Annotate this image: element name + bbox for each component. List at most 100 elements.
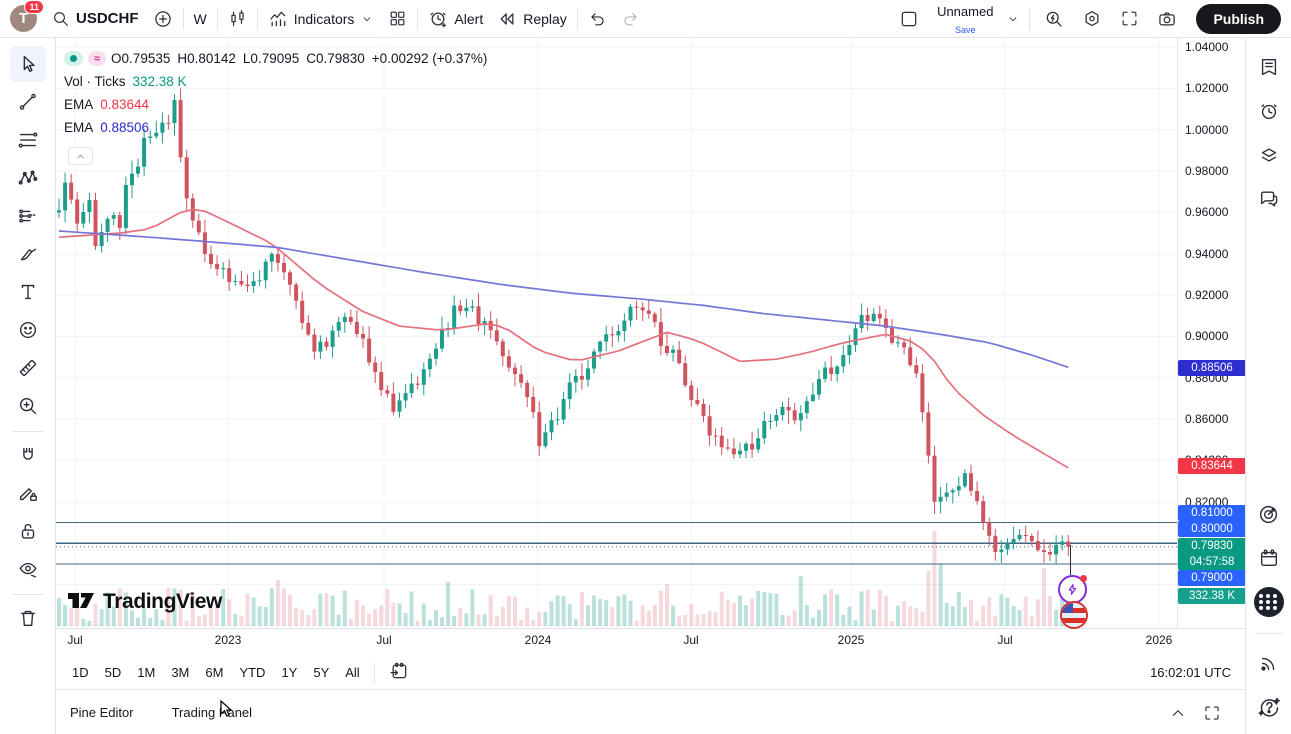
symbol-search-button[interactable]: USDCHF [45,5,146,33]
watchlist-button[interactable] [1252,50,1286,84]
range-button-all[interactable]: All [345,665,360,680]
radar-icon [1259,505,1278,523]
alert-button[interactable]: Alert [421,5,490,33]
layout-menu-chevron[interactable] [1004,5,1022,33]
legend-ema2-row[interactable]: EMA 0.88506 [64,117,494,138]
emoji-icon [19,321,36,339]
layers-icon [1261,148,1276,162]
range-button-1m[interactable]: 1M [137,665,156,680]
help-sparkle-icon [1258,697,1280,717]
apps-grid-icon [1253,587,1284,617]
time-axis[interactable]: Jul 2023 Jul 2024 Jul 2025 Jul 2026 [56,629,1245,653]
time-axis-label: 2025 [837,633,865,647]
time-axis-label: Jul [67,633,83,647]
hide-drawings-tool[interactable] [10,551,46,587]
layout-select-button[interactable] [892,5,926,33]
legend-collapse-button[interactable] [68,147,93,165]
drawing-mode-icon [19,488,37,502]
time-axis-label: Jul [683,633,699,647]
avatar[interactable]: T 11 [10,0,44,32]
broadcast-icon [1260,657,1274,671]
snapshot-button[interactable] [1150,5,1184,33]
help-button[interactable] [1252,690,1286,724]
alert-clock-icon [430,12,447,28]
pine-editor-tab[interactable]: Pine Editor [70,705,134,720]
calendar-button[interactable] [1252,541,1286,575]
remove-drawings-tool[interactable] [10,600,46,636]
drawing-mode-tool[interactable] [10,475,46,511]
chat-icon [1260,191,1277,207]
price-axis-badge: 0.80000 [1178,520,1246,537]
feed-button[interactable] [1252,646,1286,680]
trend-line-tool[interactable] [10,84,46,120]
price-axis-badge: 0.88506 [1178,359,1246,376]
ema1-value: 0.83644 [100,97,150,112]
trading-panel-tab[interactable]: Trading Panel [171,705,253,720]
range-button-ytd[interactable]: YTD [239,665,266,680]
goto-date-button[interactable] [381,657,417,688]
range-button-1y[interactable]: 1Y [281,665,298,680]
tilde-badge-icon: ≈ [88,51,107,66]
range-button-3m[interactable]: 3M [171,665,190,680]
publish-button[interactable]: Publish [1196,3,1281,34]
legend-ema1-row[interactable]: EMA 0.83644 [64,94,494,115]
apps-button[interactable] [1252,585,1286,619]
panel-maximize-icon[interactable] [1203,704,1221,722]
indicators-button[interactable]: Indicators [261,5,382,33]
zoom-in-tool[interactable] [10,388,46,424]
economic-event-button[interactable] [1060,601,1088,629]
emoji-tool[interactable] [10,312,46,348]
cursor-tool[interactable] [9,46,46,82]
cursor-icon [23,55,35,73]
text-tool[interactable] [10,274,46,310]
price-axis-label: 0.96000 [1185,205,1229,219]
replay-button[interactable]: Replay [490,5,574,33]
flag-event-icon [1062,603,1086,627]
save-label: Save [954,24,976,35]
text-icon [21,284,34,300]
object-tree-button[interactable] [1252,138,1286,172]
chat-button[interactable] [1252,182,1286,216]
interval-button[interactable]: W [187,5,214,33]
brush-tool[interactable] [10,236,46,272]
clock-utc[interactable]: 16:02:01 UTC [1150,665,1231,680]
layout-templates-button[interactable] [381,5,414,33]
redo-button[interactable] [614,5,647,33]
alerts-icon [1260,104,1277,120]
time-axis-label: 2023 [214,633,242,647]
legend-ohlc-row[interactable]: ≈ O0.79535 H0.80142 L0.79095 C0.79830 +0… [64,48,494,69]
price-axis[interactable]: 1.04000 1.02000 1.00000 0.98000 0.96000 0.940… [1178,38,1246,628]
range-button-6m[interactable]: 6M [205,665,224,680]
event-notification-dot [1080,575,1087,582]
price-axis-badge: 0.83644 [1178,457,1246,474]
ema2-value: 0.88506 [100,120,150,135]
price-chart-canvas[interactable] [56,38,1177,628]
news-event-button[interactable] [1058,575,1087,604]
chart-style-button[interactable] [221,5,254,33]
measure-tool[interactable] [10,350,46,386]
drawing-toolbar [0,38,56,734]
projection-tool[interactable] [10,198,46,234]
alerts-panel-button[interactable] [1252,94,1286,128]
save-layout-button[interactable]: Unnamed Save [930,5,1000,35]
scanner-button[interactable] [1252,497,1286,531]
pattern-tool[interactable] [10,160,46,196]
range-toolbar: 1D 5D 1M 3M 6M YTD 1Y 5Y All 16:02:01 UTC [56,656,1245,690]
settings-button[interactable] [1075,5,1109,33]
fib-tool[interactable] [10,122,46,158]
range-button-5y[interactable]: 5Y [313,665,330,680]
undo-icon [591,13,604,26]
tradingview-watermark: TradingView [68,590,222,614]
fullscreen-button[interactable] [1113,5,1146,33]
quick-search-button[interactable] [1037,5,1071,33]
replay-label: Replay [523,10,567,27]
panel-chevron-up-icon[interactable] [1169,704,1187,722]
undo-button[interactable] [581,5,614,33]
range-button-5d[interactable]: 5D [104,665,122,680]
legend-volume-row[interactable]: Vol · Ticks 332.38 K [64,71,494,92]
collapse-chevron-icon [77,154,84,158]
lock-drawings-tool[interactable] [10,513,46,549]
magnet-tool[interactable] [10,437,46,473]
range-button-1d[interactable]: 1D [72,665,89,680]
compare-add-button[interactable] [146,5,180,33]
